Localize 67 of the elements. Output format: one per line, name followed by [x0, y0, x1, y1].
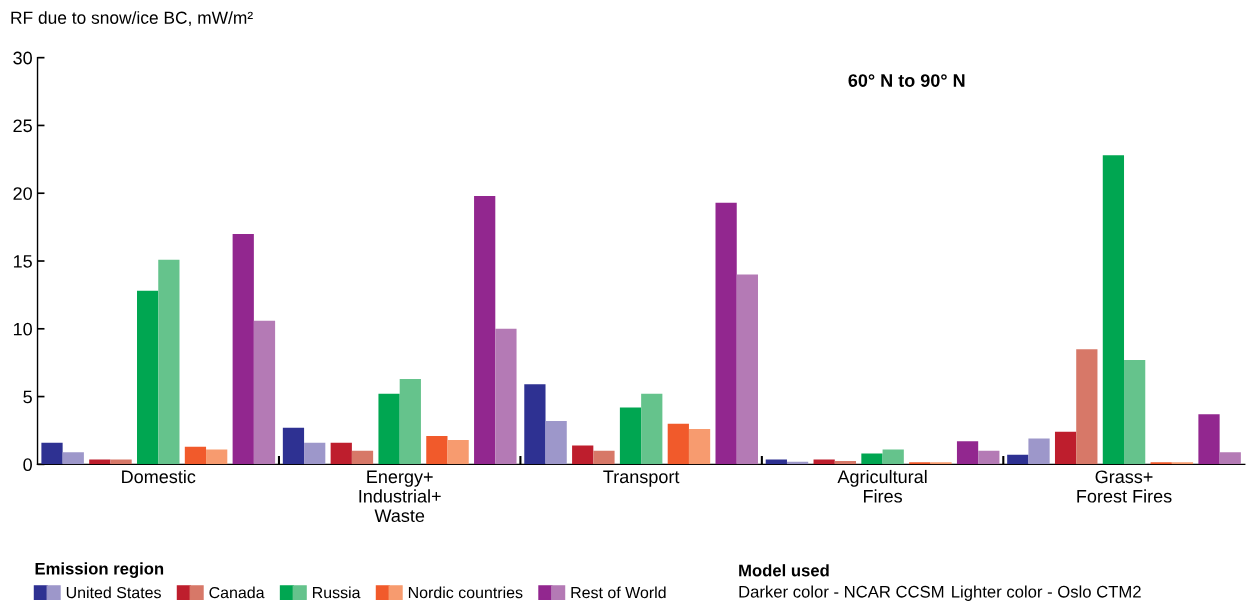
y-tick-label: 5	[23, 390, 32, 404]
y-tick-label: 10	[13, 322, 32, 336]
bar	[206, 449, 228, 465]
bar	[978, 450, 1000, 465]
legend-label: Rest of World	[571, 586, 666, 599]
y-axis-title: RF due to snow/ice BC, mW/m²	[11, 11, 253, 26]
bar	[572, 445, 594, 465]
text: Lighter color - Oslo CTM2	[952, 585, 1141, 601]
bar	[1007, 454, 1029, 465]
bar	[282, 427, 305, 465]
y-tick-label: 20	[13, 187, 32, 200]
legend-label: Russia	[312, 586, 361, 599]
bar	[882, 449, 904, 465]
y-tick-label: 15	[13, 255, 32, 268]
bar	[956, 441, 979, 465]
bar	[545, 420, 567, 465]
x-tick-label: Agricultural Fires	[837, 469, 927, 503]
x-tick-label: Energy+ Industrial+ Waste	[359, 470, 441, 523]
bar	[524, 384, 546, 465]
bar	[495, 328, 517, 465]
x-tick-label: Grass+ Forest Fires	[1077, 470, 1172, 503]
bar	[351, 450, 374, 465]
x-tick-label: Domestic	[122, 469, 196, 484]
bar	[447, 439, 469, 465]
bar	[1028, 438, 1050, 465]
bar	[41, 442, 63, 465]
bar	[1124, 359, 1146, 465]
text: 60° N to 90° N	[848, 74, 965, 87]
bar	[184, 446, 207, 465]
bar	[62, 452, 84, 465]
y-tick-label: 25	[13, 119, 32, 133]
legend-title: Emission region	[35, 562, 164, 578]
legend-label: Canada	[209, 586, 265, 599]
bar	[688, 429, 711, 465]
y-tick-label: 30	[13, 51, 32, 65]
bar	[1150, 462, 1172, 465]
bar	[137, 290, 159, 465]
text: Darker color - NCAR CCSM	[739, 585, 944, 598]
bar	[426, 435, 448, 465]
bar	[330, 442, 352, 465]
x-tick-label: Transport	[603, 470, 680, 487]
bar	[736, 274, 758, 465]
bar	[253, 320, 276, 465]
bar	[593, 450, 615, 465]
bar	[474, 195, 496, 465]
bar	[1076, 349, 1098, 465]
bar	[1054, 431, 1077, 465]
bar	[399, 378, 421, 465]
bar	[909, 462, 931, 465]
bar	[378, 393, 400, 465]
bar	[1198, 414, 1220, 465]
bar	[158, 259, 180, 465]
y-tick-label: 0	[23, 458, 32, 472]
legend-label: United States	[66, 586, 161, 599]
bar	[232, 233, 254, 465]
bar	[1219, 452, 1241, 465]
bar	[861, 453, 883, 465]
bar	[1102, 155, 1125, 465]
bar	[715, 202, 737, 465]
text: Model used	[739, 564, 829, 577]
bar	[304, 442, 326, 465]
bar	[619, 407, 642, 465]
bar	[930, 462, 952, 465]
legend-label: Nordic countries	[408, 586, 523, 599]
bar	[641, 393, 663, 465]
bar	[1171, 462, 1194, 465]
bar	[667, 423, 689, 465]
